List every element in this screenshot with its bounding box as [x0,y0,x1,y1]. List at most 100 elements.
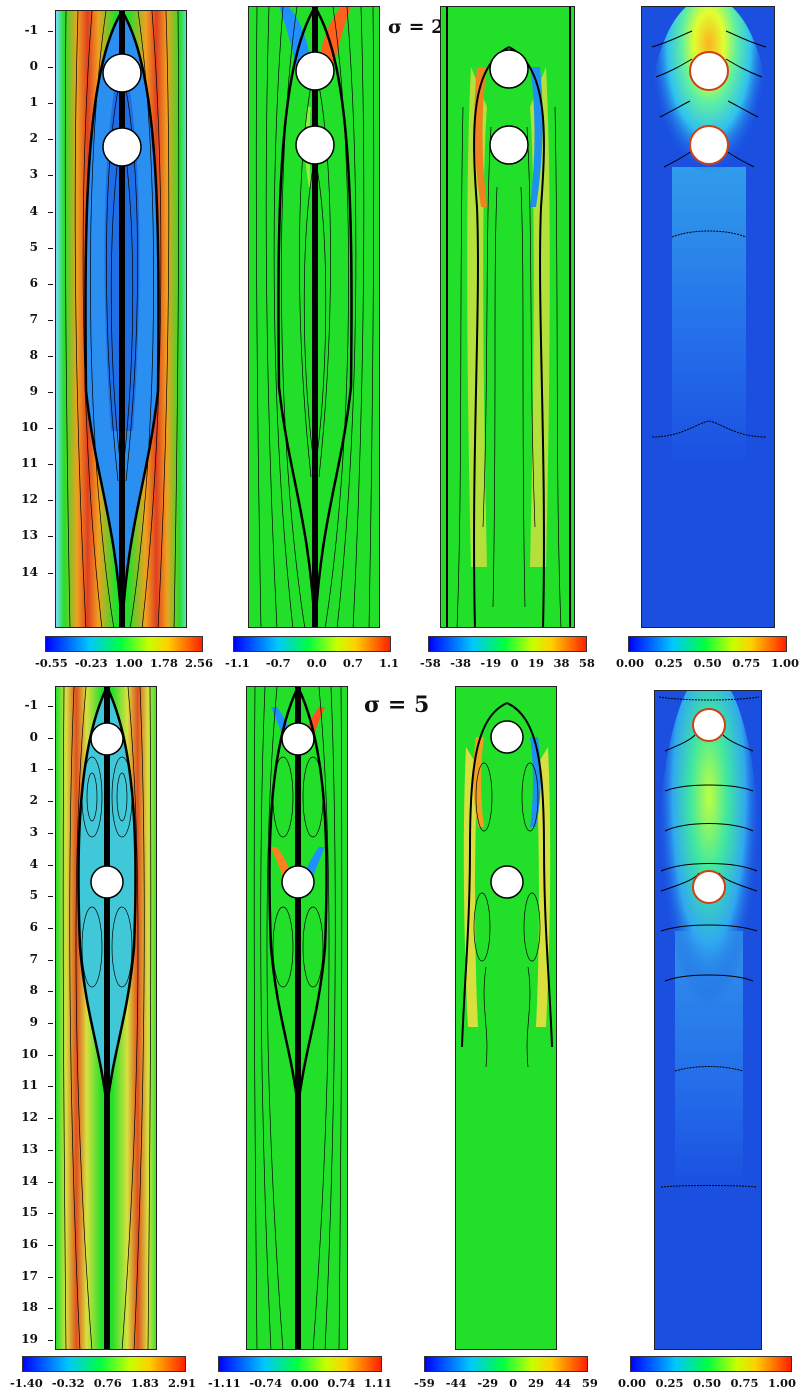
colorbar-tick-label: -1.11 [208,1376,241,1390]
y-tick-mark [48,392,53,393]
y-tick-label: 6 [29,275,38,290]
y-tick-label: 8 [29,347,38,362]
axial-velocity-panel-sigma-2 [55,10,187,628]
colorbar-tick-label: 0.7 [342,656,363,670]
colorbar-tick-label: -1.1 [225,656,250,670]
y-tick-mark [48,737,53,739]
sigma-label-row-2: σ = 5 [364,692,430,718]
colorbar-tick-label: 0.25 [654,656,683,670]
y-tick-label: 4 [29,203,38,218]
colorbar-tick-label: 58 [578,656,595,670]
y-tick-label: 9 [29,1015,38,1029]
colorbar-tick-label: -0.55 [35,656,68,670]
y-tick-label: 7 [29,311,38,326]
colorbar-ticks-concentration-sigma-2: 0.00 0.25 0.50 0.75 1.00 [616,656,799,670]
colorbar-tick-label: 0.74 [327,1376,356,1390]
colorbar-tick-label: 1.00 [767,1376,796,1390]
colorbar-tick-label: 0 [509,1376,518,1390]
y-tick-mark [48,927,53,929]
colorbar-tick-label: 0.75 [732,656,761,670]
colorbar-tick-label: 0.25 [655,1376,684,1390]
axial-velocity-panel-sigma-5 [55,686,157,1350]
y-tick-mark [48,801,53,803]
y-tick-label: 10 [21,1046,38,1061]
y-tick-label: 10 [21,420,38,435]
colorbar-tick-label: -29 [477,1376,499,1390]
y-tick-mark [48,464,53,466]
colorbar-radial-velocity-sigma-5 [218,1356,382,1372]
y-tick-mark [48,1149,53,1151]
y-tick-label: 2 [29,793,38,808]
colorbar-tick-label: -59 [414,1376,435,1390]
concentration-panel-sigma-2 [641,6,775,628]
y-tick-label: 11 [21,1078,38,1093]
y-tick-mark [48,211,53,213]
y-tick-mark [48,706,53,707]
y-tick-label: 1 [29,95,38,110]
y-tick-label: 19 [21,1332,38,1346]
colorbar-tick-label: 2.91 [167,1376,196,1390]
y-tick-label: 6 [29,919,38,934]
y-tick-label: 14 [21,564,38,579]
y-tick-mark [48,175,53,177]
y-tick-label: 11 [21,456,38,471]
y-tick-mark [48,283,53,285]
colorbar-tick-label: 19 [528,656,545,670]
sigma-label-row-1: σ = 2 [388,16,445,38]
colorbar-tick-label: 2.56 [184,656,213,670]
y-tick-mark [48,139,53,141]
colorbar-tick-label: 1.00 [770,656,799,670]
colorbar-tick-label: 0 [510,656,519,670]
y-tick-label: 14 [21,1173,38,1188]
vorticity-panel-sigma-2 [440,6,575,628]
radial-velocity-panel-sigma-5 [246,686,348,1350]
y-tick-label: -1 [24,698,38,712]
colorbar-tick-label: 1.1 [378,656,399,670]
radial-velocity-panel-sigma-2 [248,6,380,628]
y-tick-label: 18 [21,1300,38,1315]
colorbar-tick-label: 0.00 [618,1376,647,1390]
colorbar-tick-label: 0.00 [616,656,645,670]
y-tick-label: 1 [29,761,38,776]
y-tick-mark [48,864,53,866]
colorbar-tick-label: -38 [450,656,471,670]
colorbar-tick-label: 44 [554,1376,571,1390]
colorbar-ticks-radial-velocity-sigma-5: -1.11 -0.74 0.00 0.74 1.11 [208,1376,392,1390]
y-tick-mark [48,832,53,834]
vorticity-panel-sigma-5 [455,686,557,1350]
y-tick-mark [48,1244,53,1246]
y-tick-label: 9 [29,384,38,398]
y-tick-mark [48,991,53,993]
colorbar-ticks-axial-velocity-sigma-5: -1.40 -0.32 0.76 1.83 2.91 [10,1376,196,1390]
y-tick-label: 15 [21,1205,38,1220]
y-tick-label: 3 [29,824,38,839]
y-tick-label: 3 [29,167,38,182]
y-tick-label: 13 [21,1141,38,1156]
colorbar-radial-velocity-sigma-2 [233,636,391,652]
y-tick-label: 8 [29,983,38,998]
y-tick-mark [48,103,53,105]
colorbar-tick-label: -19 [480,656,502,670]
colorbar-tick-label: 0.50 [692,1376,721,1390]
y-tick-mark [48,1054,53,1056]
concentration-panel-sigma-5 [654,690,762,1350]
y-tick-mark [48,959,53,961]
y-tick-mark [48,1118,53,1120]
y-tick-label: 0 [29,729,38,744]
y-tick-label: 13 [21,528,38,543]
y-tick-mark [48,572,53,574]
colorbar-tick-label: -44 [445,1376,467,1390]
y-tick-mark [48,67,53,69]
y-tick-label: 17 [21,1268,38,1283]
y-tick-mark [48,536,53,538]
y-tick-label: 4 [29,856,38,871]
y-tick-mark [48,1213,53,1215]
colorbar-tick-label: 0.0 [306,656,327,670]
colorbar-tick-label: -0.74 [249,1376,283,1390]
y-tick-label: 16 [21,1236,38,1251]
y-tick-label: 12 [21,1110,38,1125]
colorbar-tick-label: 0.50 [693,656,722,670]
colorbar-vorticity-sigma-2 [428,636,587,652]
colorbar-concentration-sigma-5 [630,1356,792,1372]
y-tick-label: 0 [29,59,38,74]
